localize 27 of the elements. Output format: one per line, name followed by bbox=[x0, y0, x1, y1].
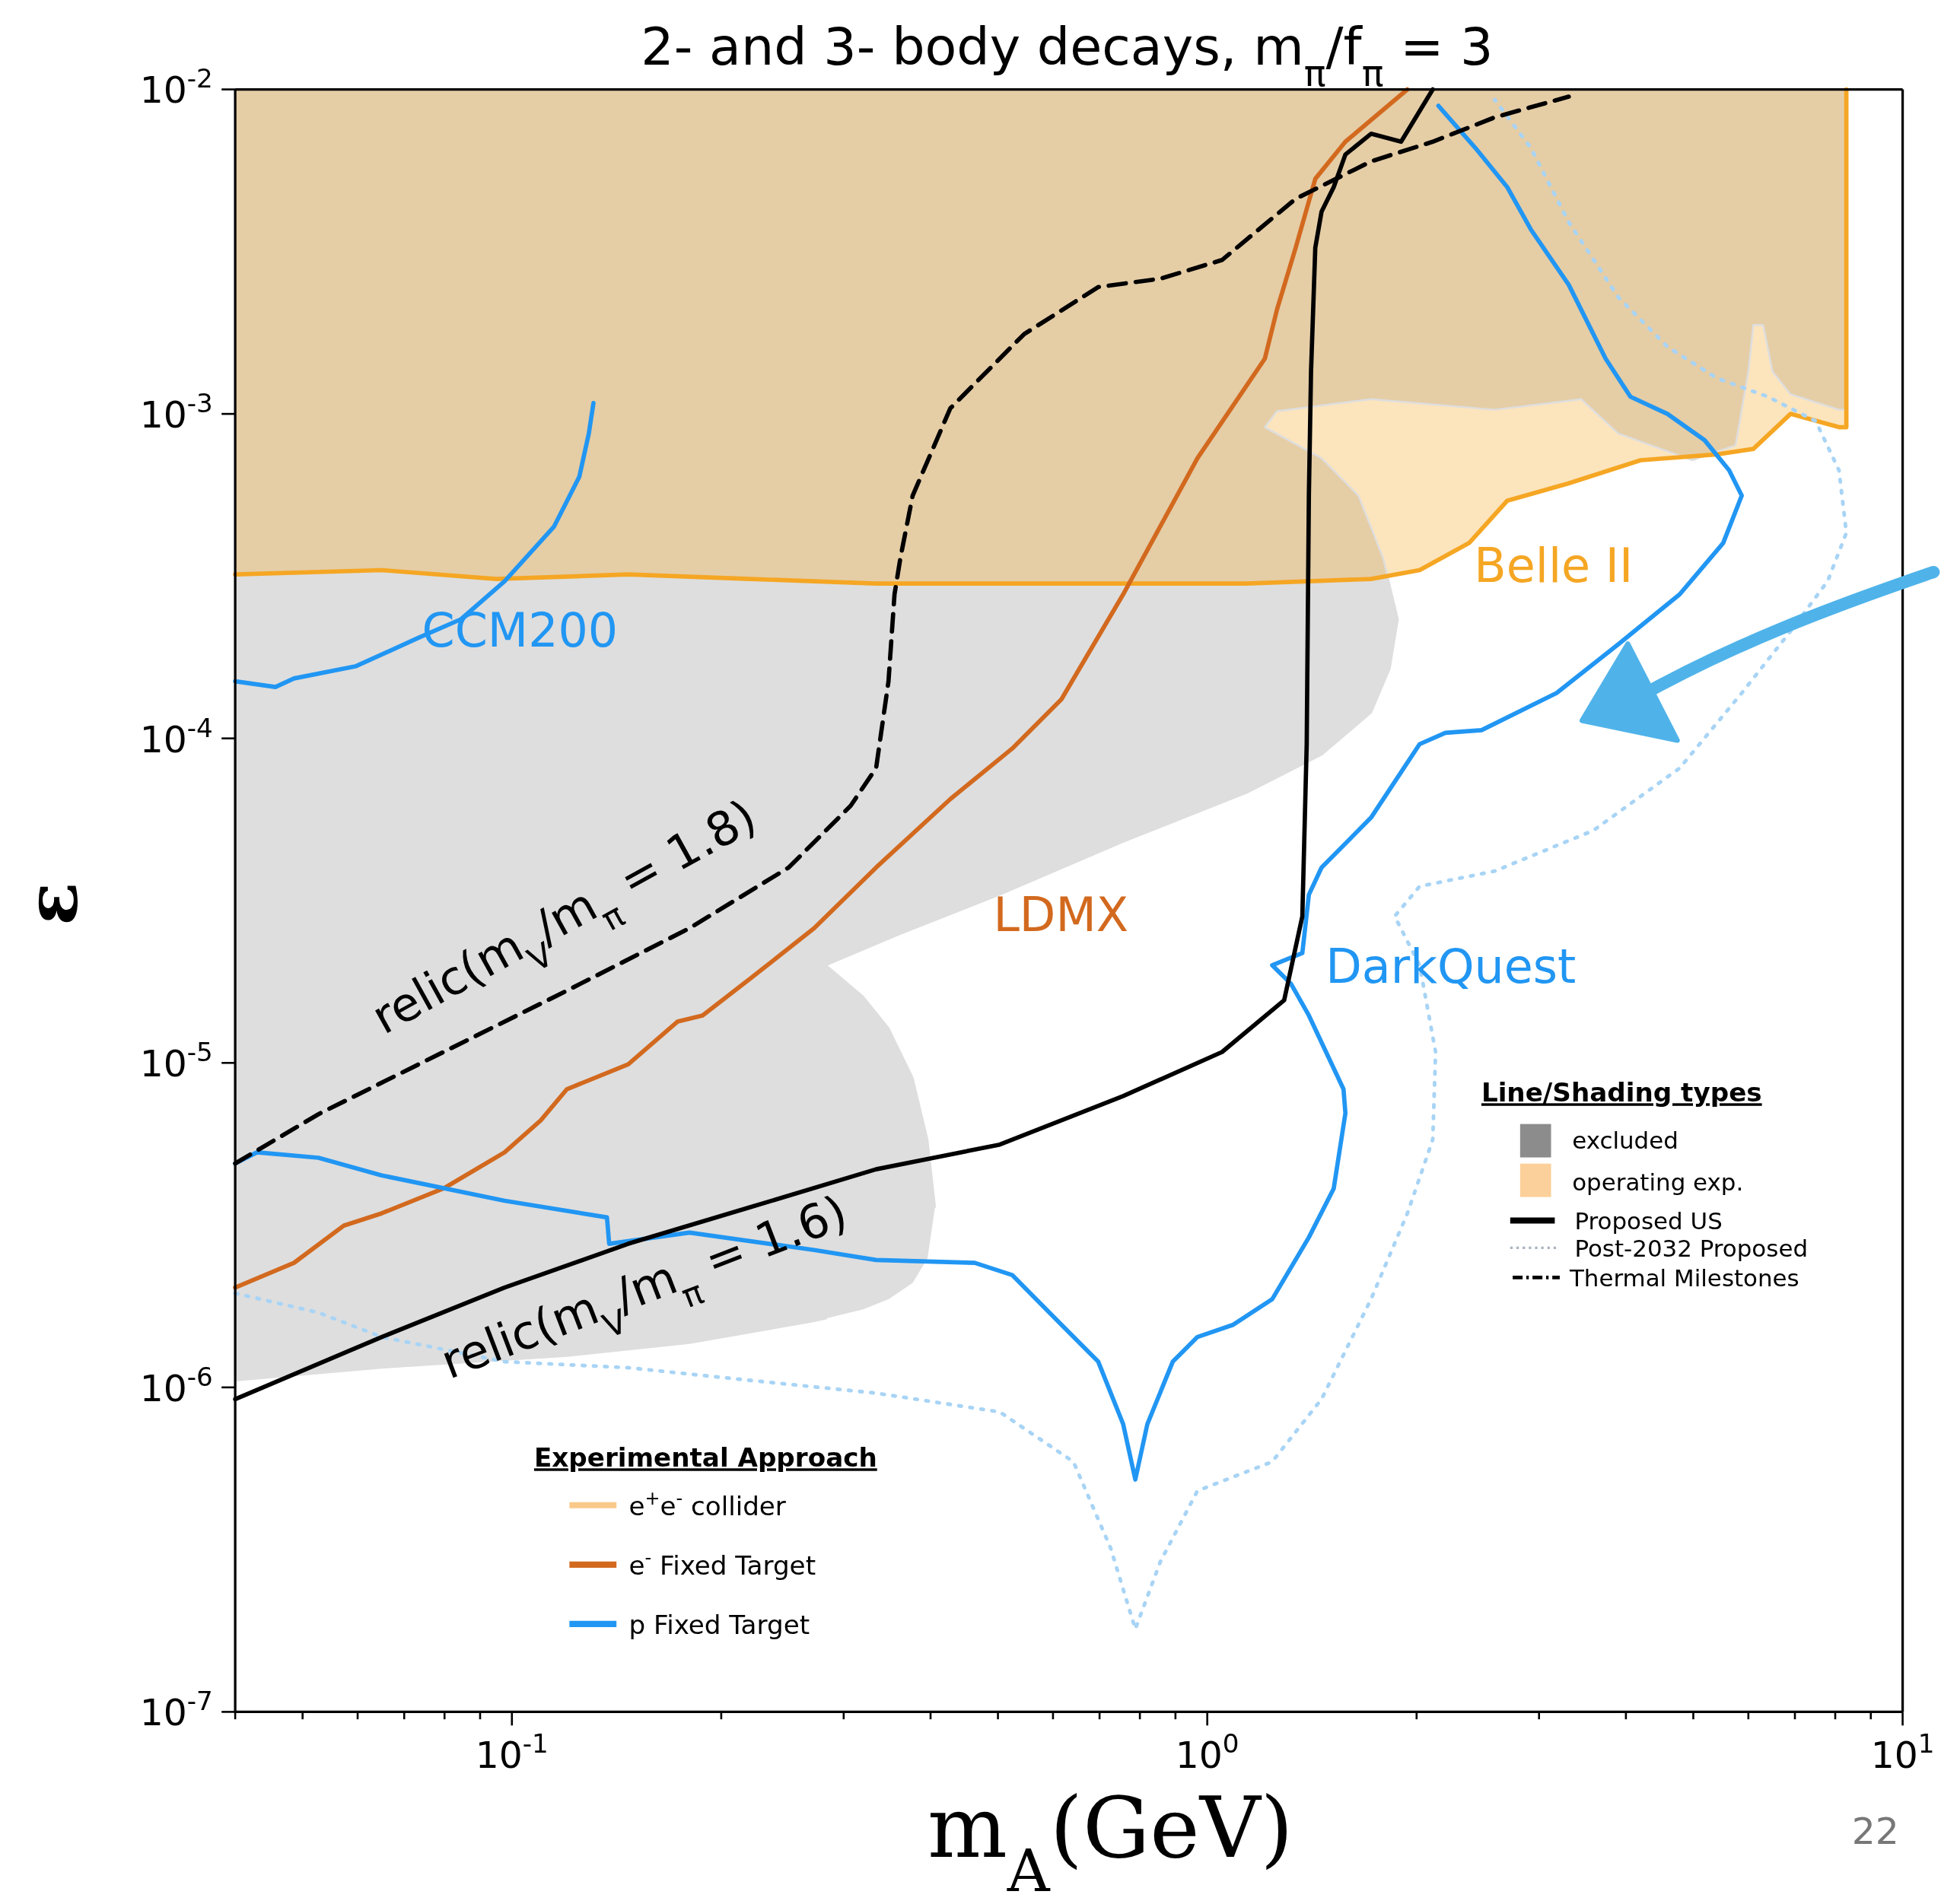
y-tick-label: 10$^{-4}$ bbox=[139, 712, 213, 761]
y-tick-label: 10$^{-5}$ bbox=[139, 1037, 213, 1086]
annotation: e$^{-}$ Fixed Target bbox=[628, 1546, 816, 1581]
x-tick-label: 10$^{0}$ bbox=[1175, 1728, 1239, 1777]
annotation: Line/Shading types bbox=[1481, 1077, 1762, 1108]
annotation: e$^{+}$e$^{-}$ collider bbox=[628, 1487, 787, 1521]
series-label: Belle II bbox=[1474, 539, 1634, 594]
x-axis-title: m$_{A}$(GeV) bbox=[927, 1778, 1293, 1904]
annotation: Experimental Approach bbox=[533, 1442, 877, 1473]
x-tick-label: 10$^{-1}$ bbox=[475, 1728, 549, 1777]
annotation: excluded bbox=[1572, 1127, 1678, 1155]
series-label: CCM200 bbox=[422, 602, 619, 658]
series-label: DarkQuest bbox=[1325, 939, 1577, 995]
text: 22 bbox=[1851, 1810, 1899, 1854]
annotation: Thermal Milestones bbox=[1568, 1264, 1799, 1292]
y-tick-label: 10$^{-6}$ bbox=[139, 1361, 213, 1410]
annotation: operating exp. bbox=[1572, 1168, 1744, 1197]
x-tick-label: 10$^{1}$ bbox=[1870, 1728, 1935, 1777]
series-label: LDMX bbox=[993, 887, 1129, 942]
y-tick-label: 10$^{-3}$ bbox=[139, 388, 213, 437]
annotation: Proposed US bbox=[1574, 1206, 1723, 1235]
annotation: p Fixed Target bbox=[628, 1609, 810, 1640]
y-axis-title: ε bbox=[8, 882, 94, 926]
chart-title: 2- and 3- body decays, m$_{π}$/f$_{π}$ = 3 bbox=[641, 17, 1494, 94]
y-tick-label: 10$^{-2}$ bbox=[139, 63, 213, 113]
annotation: Post-2032 Proposed bbox=[1574, 1234, 1809, 1262]
y-tick-label: 10$^{-7}$ bbox=[139, 1686, 213, 1735]
